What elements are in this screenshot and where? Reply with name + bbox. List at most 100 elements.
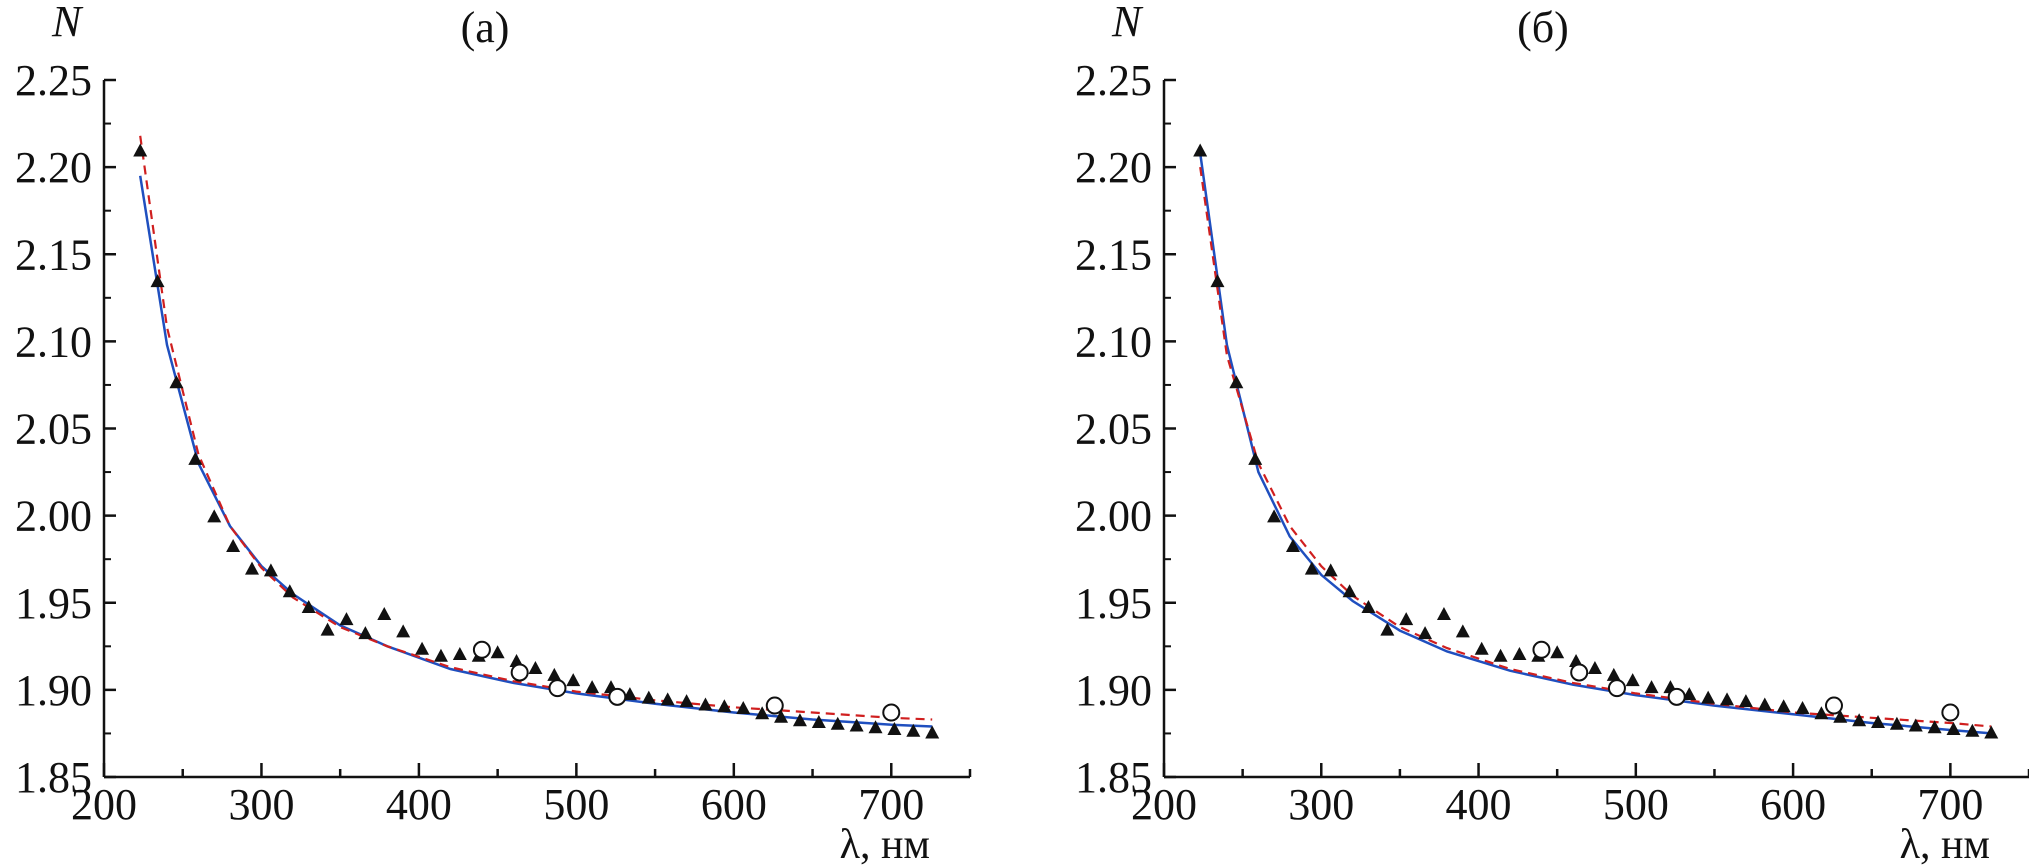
panel-b-triangle-point — [1550, 645, 1565, 659]
panel-a-triangle-point — [887, 721, 902, 735]
panel-a-y-tick-label: 2.20 — [15, 143, 92, 192]
panel-b-circle-point — [1570, 663, 1589, 682]
panel-b-triangle-point — [1587, 660, 1602, 674]
panel-a-y-tick-label: 1.85 — [15, 753, 92, 802]
panel-b-triangle-point — [1965, 723, 1980, 737]
panel-b-triangle-point — [1720, 692, 1735, 706]
panel-a-triangle-point — [490, 645, 505, 659]
panel-a-y-tick-label: 1.95 — [15, 579, 92, 628]
panel-a-triangle-point — [547, 667, 562, 681]
panel-b-circle-point — [1667, 687, 1686, 706]
panel-b-triangle-point — [1606, 667, 1621, 681]
panel-b-triangle-point — [1833, 709, 1848, 723]
panel-a-x-tick-label: 200 — [71, 780, 137, 829]
panel-a-circle-point — [472, 640, 491, 659]
panel-a-title: (a) — [461, 3, 510, 52]
panel-b-fit-lines — [1198, 153, 1992, 735]
panel-b-x-tick-label: 300 — [1288, 780, 1354, 829]
chart-panel-b: (б) N λ, нм 1.85 1.90 1.95 2.00 2.05 2.10 2.15… — [1075, 0, 2029, 868]
panel-b-triangle-point — [1455, 624, 1470, 638]
panel-b-y-axis-label: N — [1111, 0, 1144, 46]
panel-a-data-markers — [133, 143, 940, 739]
panel-b-triangle-point — [1757, 697, 1772, 711]
panel-b-tick-labels: 1.85 1.90 1.95 2.00 2.05 2.10 2.15 2.20 2.25 200 3… — [1075, 56, 1983, 829]
panel-a-triangle-point — [282, 584, 297, 598]
panel-b-triangle-point — [1436, 606, 1451, 620]
panel-a-triangle-point — [358, 626, 373, 640]
panel-a-solid-fit-line — [138, 175, 933, 728]
panel-a-triangle-point — [133, 143, 148, 157]
panel-a-triangle-point — [169, 375, 184, 389]
panel-a-triangle-point — [245, 561, 260, 575]
panel-a-triangle-point — [811, 714, 826, 728]
panel-a-triangle-point — [774, 709, 789, 723]
panel-a-y-tick-label: 2.10 — [15, 317, 92, 366]
chart-panel-a: (a) N λ, нм 1.85 1.90 1.95 2.00 2.05 2.10 2.15… — [15, 0, 972, 868]
panel-b-x-tick-label: 400 — [1446, 780, 1512, 829]
panel-a-triangle-point — [925, 725, 940, 739]
panel-b-y-tick-label: 1.90 — [1075, 666, 1152, 715]
panel-a-triangle-point — [433, 648, 448, 662]
panel-a-y-tick-label: 2.00 — [15, 492, 92, 541]
panel-a-triangle-point — [679, 694, 694, 708]
panel-b-triangle-point — [1795, 701, 1810, 715]
panel-a-triangle-point — [396, 624, 411, 638]
panel-a-triangle-point — [868, 720, 883, 734]
panel-a-y-tick-label: 1.90 — [15, 666, 92, 715]
panel-a-triangle-point — [415, 641, 430, 655]
panel-b-solid-fit-line — [1198, 153, 1992, 735]
panel-b-triangle-point — [1474, 641, 1489, 655]
panel-a-triangle-point — [906, 723, 921, 737]
panel-b-circle-point — [1607, 679, 1626, 698]
panel-a-triangle-point — [207, 509, 222, 523]
panel-b-triangle-point — [1267, 509, 1282, 523]
panel-a-triangle-point — [566, 673, 581, 687]
panel-b-x-axis-label: λ, нм — [1900, 822, 1990, 868]
panel-b-x-tick-label: 200 — [1131, 780, 1197, 829]
panel-a-triangle-point — [641, 690, 656, 704]
panel-b-triangle-point — [1512, 647, 1527, 661]
panel-a-x-tick-label: 600 — [701, 780, 767, 829]
panel-b-dashed-fit-line — [1199, 166, 1992, 728]
panel-b-triangle-point — [1946, 721, 1961, 735]
panel-b-axes — [1162, 78, 2029, 779]
panel-b-triangle-point — [1625, 673, 1640, 687]
panel-b-triangle-point — [1323, 563, 1338, 577]
panel-a-axes — [102, 78, 972, 779]
panel-b-triangle-point — [1908, 718, 1923, 732]
panel-b-triangle-point — [1871, 714, 1886, 728]
panel-b-triangle-point — [1701, 690, 1716, 704]
panel-b-x-tick-label: 500 — [1603, 780, 1669, 829]
panel-a-x-axis-label: λ, нм — [840, 822, 930, 868]
panel-a-fit-lines — [138, 135, 933, 728]
panel-b-y-tick-label: 2.10 — [1075, 317, 1152, 366]
panel-a-triangle-point — [717, 699, 732, 713]
panel-b-circle-point — [1824, 696, 1843, 715]
panel-b-circle-point — [1941, 703, 1960, 722]
panel-a-x-tick-label: 500 — [543, 780, 609, 829]
panel-b-triangle-point — [1193, 143, 1208, 157]
panel-b-triangle-point — [1229, 375, 1244, 389]
panel-a-y-axis-label: N — [51, 0, 84, 46]
panel-b-title: (б) — [1517, 3, 1569, 52]
panel-b-x-tick-label: 600 — [1760, 780, 1826, 829]
panel-b-triangle-point — [1984, 725, 1999, 739]
panel-a-triangle-point — [830, 716, 845, 730]
panel-b-triangle-point — [1927, 720, 1942, 734]
panel-b-triangle-point — [1738, 694, 1753, 708]
panel-a-triangle-point — [150, 274, 165, 288]
panel-a-triangle-point — [301, 599, 316, 613]
panel-b-triangle-point — [1285, 538, 1300, 552]
panel-b-triangle-point — [1814, 706, 1829, 720]
panel-b-y-tick-label: 2.00 — [1075, 492, 1152, 541]
panel-a-triangle-point — [660, 692, 675, 706]
panel-a-x-tick-label: 400 — [386, 780, 452, 829]
panel-b-triangle-point — [1644, 680, 1659, 694]
panel-b-circle-point — [1532, 640, 1551, 659]
panel-b-triangle-point — [1248, 451, 1263, 465]
panel-a-triangle-point — [755, 706, 770, 720]
panel-a-dashed-fit-line — [139, 135, 933, 721]
panel-a-y-tick-label: 2.15 — [15, 230, 92, 279]
panel-a-triangle-point — [377, 606, 392, 620]
